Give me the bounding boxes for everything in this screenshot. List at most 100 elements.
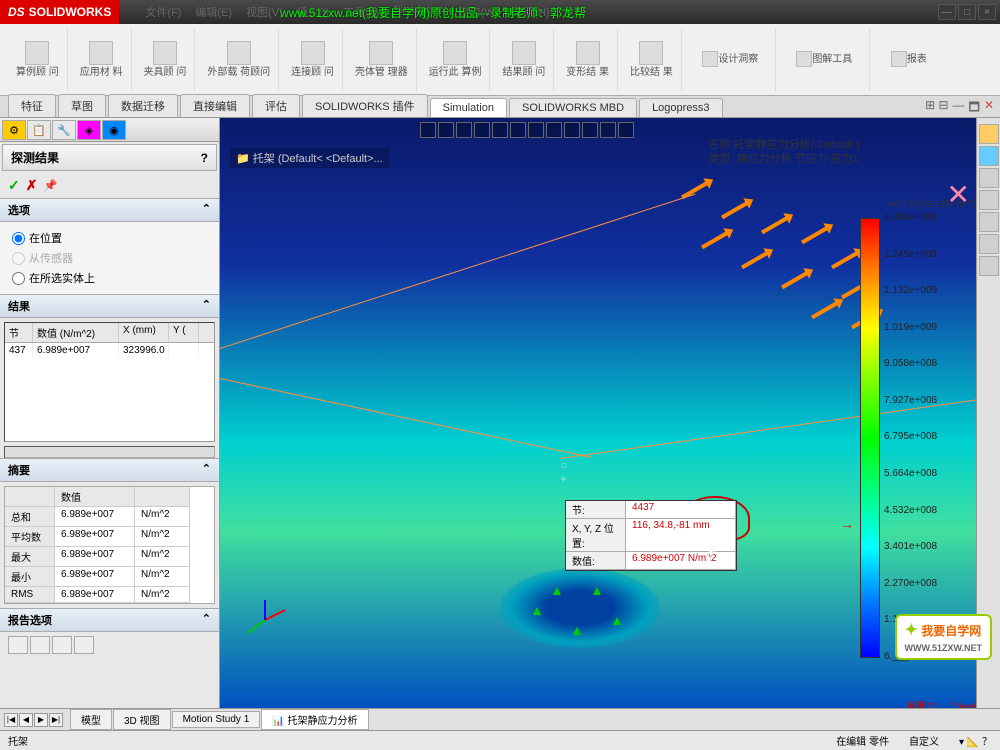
ribbon-connections[interactable]: 连接顾 问 <box>283 28 343 91</box>
radio-at-location[interactable] <box>12 232 25 245</box>
close-button[interactable]: × <box>978 4 996 20</box>
sum-row-total: 总和6.989e+007N/m^2 <box>5 507 214 527</box>
tab-features[interactable]: 特征 <box>8 94 56 117</box>
model-tree-label[interactable]: 📁 托架 (Default< <Default>... <box>230 148 389 168</box>
radio-on-entities[interactable] <box>12 272 25 285</box>
h-scrollbar[interactable] <box>4 446 215 458</box>
taskpane-btn[interactable] <box>979 124 999 144</box>
results-table[interactable]: 节 数值 (N/m^2) X (mm) Y ( 437 6.989e+007 3… <box>4 322 215 442</box>
vp-tool[interactable] <box>474 122 490 138</box>
status-custom[interactable]: 自定义 <box>909 733 939 748</box>
vp-tool[interactable] <box>456 122 472 138</box>
report-icon-2[interactable] <box>30 636 50 654</box>
probe-point-marker: ○+ <box>560 458 567 486</box>
tab-evaluate[interactable]: 评估 <box>252 94 300 117</box>
3d-viewport[interactable]: 📁 托架 (Default< <Default>... 名称:托架静应力分析(-… <box>220 118 1000 708</box>
stress-legend[interactable]: von Mises (N/m^2) → 1.358e+0091.245e+009… <box>860 198 990 214</box>
side-tab-3[interactable]: 🔧 <box>52 120 76 140</box>
vp-tool[interactable] <box>546 122 562 138</box>
vp-tool[interactable] <box>582 122 598 138</box>
taskpane-btn[interactable] <box>979 168 999 188</box>
nav-prev[interactable]: ◀ <box>19 713 33 727</box>
taskpane-btn[interactable] <box>979 190 999 210</box>
tab-sketch[interactable]: 草图 <box>58 94 106 117</box>
menu-edit[interactable]: 编辑(E) <box>189 2 238 22</box>
vp-tool[interactable] <box>618 122 634 138</box>
cancel-button[interactable]: ✗ <box>26 177 38 194</box>
btab-simulation[interactable]: 📊 托架静应力分析 <box>261 709 368 730</box>
ribbon-shell-mgr[interactable]: 壳体管 理器 <box>347 28 417 91</box>
btab-model[interactable]: 模型 <box>70 709 112 730</box>
panel-title: 探测结果? <box>2 144 217 171</box>
report-icon-4[interactable] <box>74 636 94 654</box>
status-icons[interactable]: ▾ 📐 ？ <box>959 733 992 748</box>
property-manager: ⚙ 📋 🔧 ◈ ◉ 探测结果? ✓ ✗ 📌 选项⌃ 在位置 从传感器 在所选实体… <box>0 118 220 708</box>
col-value[interactable]: 数值 (N/m^2) <box>33 323 119 342</box>
ok-button[interactable]: ✓ <box>8 177 20 194</box>
taskpane-btn[interactable] <box>979 212 999 232</box>
close-overlay-icon[interactable]: ✕ <box>947 178 970 211</box>
btab-3dview[interactable]: 3D 视图 <box>113 709 171 730</box>
side-tab-5[interactable]: ◉ <box>102 120 126 140</box>
model-tabs: |◀ ◀ ▶ ▶| 模型 3D 视图 Motion Study 1 📊 托架静应… <box>0 708 1000 730</box>
results-header[interactable]: 结果⌃ <box>0 294 219 318</box>
ribbon-loads[interactable]: 外部载 荷顾问 <box>199 28 279 91</box>
ribbon-insight[interactable]: 设计洞察 <box>686 28 776 91</box>
col-x[interactable]: X (mm) <box>119 323 169 342</box>
vp-tool[interactable] <box>600 122 616 138</box>
report-icon-3[interactable] <box>52 636 72 654</box>
options-body: 在位置 从传感器 在所选实体上 <box>0 222 219 294</box>
nav-first[interactable]: |◀ <box>4 713 18 727</box>
tab-simulation[interactable]: Simulation <box>430 98 507 117</box>
vp-tool[interactable] <box>564 122 580 138</box>
doc-maximize[interactable]: 🗖 <box>969 98 980 119</box>
doc-minimize[interactable]: — <box>953 98 965 119</box>
ribbon-deform[interactable]: 变形结 果 <box>558 28 618 91</box>
summary-header[interactable]: 摘要⌃ <box>0 458 219 482</box>
side-tab-4[interactable]: ◈ <box>77 120 101 140</box>
col-y[interactable]: Y ( <box>169 323 199 342</box>
help-icon[interactable]: ? <box>201 151 208 165</box>
maximize-button[interactable]: □ <box>958 4 976 20</box>
taskpane-btn[interactable] <box>979 146 999 166</box>
vp-tool[interactable] <box>492 122 508 138</box>
btab-motion[interactable]: Motion Study 1 <box>172 711 261 728</box>
ribbon-apply-material[interactable]: 应用材 料 <box>72 28 132 91</box>
report-options-header[interactable]: 报告选项⌃ <box>0 608 219 632</box>
pushpin-icon[interactable]: 📌 <box>43 179 57 192</box>
report-icons <box>0 632 219 658</box>
doc-icons[interactable]: ⊞ ⊟ <box>925 98 948 119</box>
vp-tool[interactable] <box>420 122 436 138</box>
vp-tool[interactable] <box>438 122 454 138</box>
ribbon-study-advisor[interactable]: 算例顾 问 <box>8 28 68 91</box>
doc-close[interactable]: ✕ <box>984 98 994 119</box>
sidebar-tabs: ⚙ 📋 🔧 ◈ ◉ <box>0 118 219 142</box>
nav-last[interactable]: ▶| <box>49 713 63 727</box>
ribbon-fixtures[interactable]: 夹具顾 问 <box>136 28 196 91</box>
tab-mbd[interactable]: SOLIDWORKS MBD <box>509 98 637 117</box>
status-left: 托架 <box>8 733 28 748</box>
tab-direct-edit[interactable]: 直接编辑 <box>180 94 250 117</box>
tab-sw-addins[interactable]: SOLIDWORKS 插件 <box>302 94 428 117</box>
vp-tool[interactable] <box>528 122 544 138</box>
taskpane-btn[interactable] <box>979 256 999 276</box>
nav-next[interactable]: ▶ <box>34 713 48 727</box>
tab-logopress[interactable]: Logopress3 <box>639 98 723 117</box>
menu-file[interactable]: 文件(F) <box>139 2 187 22</box>
table-row[interactable]: 437 6.989e+007 323996.0 <box>5 343 214 358</box>
ribbon-results[interactable]: 结果顾 问 <box>494 28 554 91</box>
report-icon-1[interactable] <box>8 636 28 654</box>
side-tab-1[interactable]: ⚙ <box>2 120 26 140</box>
vp-tool[interactable] <box>510 122 526 138</box>
view-triad[interactable] <box>240 595 290 648</box>
ribbon-compare[interactable]: 比较结 果 <box>622 28 682 91</box>
side-tab-2[interactable]: 📋 <box>27 120 51 140</box>
col-node[interactable]: 节 <box>5 323 33 342</box>
taskpane-btn[interactable] <box>979 234 999 254</box>
ribbon-report[interactable]: 报表 <box>874 28 944 91</box>
ribbon-run[interactable]: 运行此 算例 <box>421 28 491 91</box>
ribbon-plot-tools[interactable]: 图解工具 <box>780 28 870 91</box>
tab-data-migration[interactable]: 数据迁移 <box>108 94 178 117</box>
options-header[interactable]: 选项⌃ <box>0 198 219 222</box>
minimize-button[interactable]: — <box>938 4 956 20</box>
